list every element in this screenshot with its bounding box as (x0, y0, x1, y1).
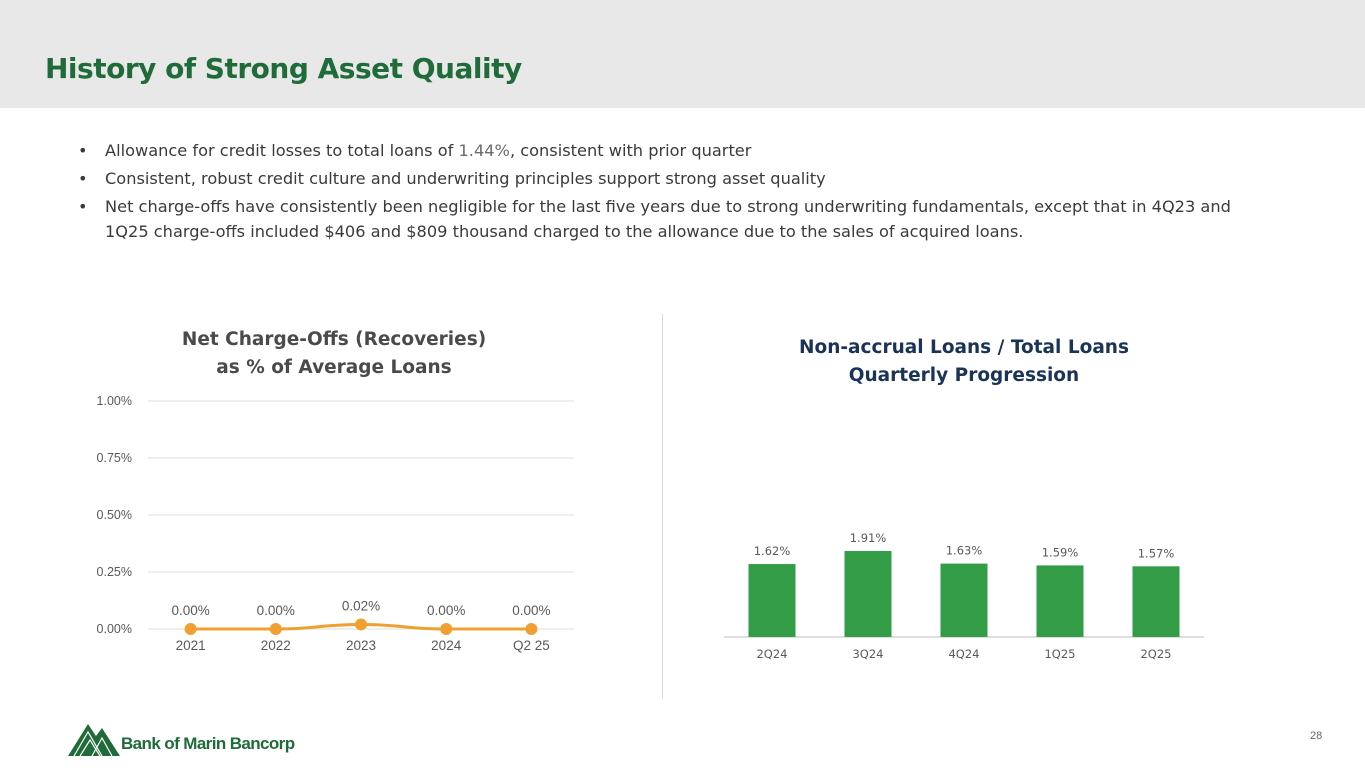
logo-text: Bank of Marin Bancorp (121, 734, 295, 753)
bullet-icon: • (78, 197, 88, 216)
bullet-item: • Net charge-offs have consistently been … (78, 194, 1248, 244)
bullet-text-line1: Net charge-offs have consistently been n… (105, 197, 1231, 216)
nonaccrual-chart-title: Non-accrual Loans / Total Loans Quarterl… (764, 334, 1164, 390)
y-tick-label: 0.50% (97, 508, 132, 522)
data-label: 0.00% (257, 603, 295, 618)
bar (1132, 566, 1180, 637)
x-tick-label: 2022 (261, 638, 291, 653)
allowance-ratio: 1.44% (458, 141, 510, 160)
net-chargeoffs-chart-title: Net Charge-Offs (Recoveries) as % of Ave… (134, 326, 534, 382)
x-tick-label: 3Q24 (852, 647, 883, 661)
chart-title-line2: Quarterly Progression (848, 365, 1080, 386)
data-label: 0.02% (342, 598, 380, 613)
x-tick-label: Q2 25 (513, 638, 550, 653)
bullet-text-line2: 1Q25 charge-offs included $406 and $809 … (105, 222, 1024, 241)
bullet-item: • Allowance for credit losses to total lo… (78, 138, 1248, 164)
chart-title-line2: as % of Average Loans (216, 357, 452, 378)
data-point (355, 618, 367, 631)
data-point (525, 623, 538, 635)
page-title: History of Strong Asset Quality (45, 52, 522, 85)
bar (1036, 565, 1084, 637)
bullet-text: Consistent, robust credit culture and un… (105, 169, 826, 188)
y-tick-label: 0.25% (97, 565, 132, 579)
y-tick-label: 0.75% (97, 451, 132, 465)
data-label: 1.63% (946, 544, 983, 558)
x-tick-label: 2021 (176, 638, 206, 653)
bullet-text-prefix: Allowance for credit losses to total loa… (105, 141, 459, 160)
title-band: History of Strong Asset Quality (0, 0, 1365, 108)
bank-logo: Bank of Marin Bancorp (66, 718, 306, 758)
bullet-list: • Allowance for credit losses to total lo… (78, 138, 1248, 246)
data-label: 1.62% (754, 544, 791, 558)
chart-title-line1: Non-accrual Loans / Total Loans (799, 337, 1129, 358)
data-label: 0.00% (512, 603, 550, 618)
data-label: 0.00% (427, 603, 465, 618)
bullet-icon: • (78, 169, 88, 188)
y-tick-label: 0.00% (97, 622, 132, 636)
data-label: 1.59% (1042, 545, 1079, 559)
bullet-item: • Consistent, robust credit culture and u… (78, 166, 1248, 192)
chart-title-line1: Net Charge-Offs (Recoveries) (181, 329, 487, 350)
data-point (440, 623, 453, 635)
bullet-text-suffix: , consistent with prior quarter (509, 141, 752, 160)
mountain-logo-icon (68, 724, 120, 757)
x-tick-label: 2023 (346, 638, 376, 653)
data-label: 1.91% (850, 531, 887, 545)
y-tick-label: 1.00% (97, 394, 132, 408)
bar (940, 563, 988, 637)
bullet-icon: • (78, 141, 88, 160)
data-label: 1.57% (1138, 546, 1175, 560)
chart-divider (662, 314, 663, 698)
x-tick-label: 2024 (431, 638, 462, 653)
x-tick-label: 4Q24 (948, 647, 979, 661)
data-label: 0.00% (171, 603, 209, 618)
bar (844, 551, 892, 637)
data-point (269, 623, 282, 635)
x-tick-label: 1Q25 (1044, 647, 1075, 661)
page-number: 28 (1310, 730, 1323, 742)
x-tick-label: 2Q25 (1140, 647, 1171, 661)
x-tick-label: 2Q24 (756, 647, 787, 661)
data-point (184, 623, 197, 635)
bar (748, 564, 796, 637)
